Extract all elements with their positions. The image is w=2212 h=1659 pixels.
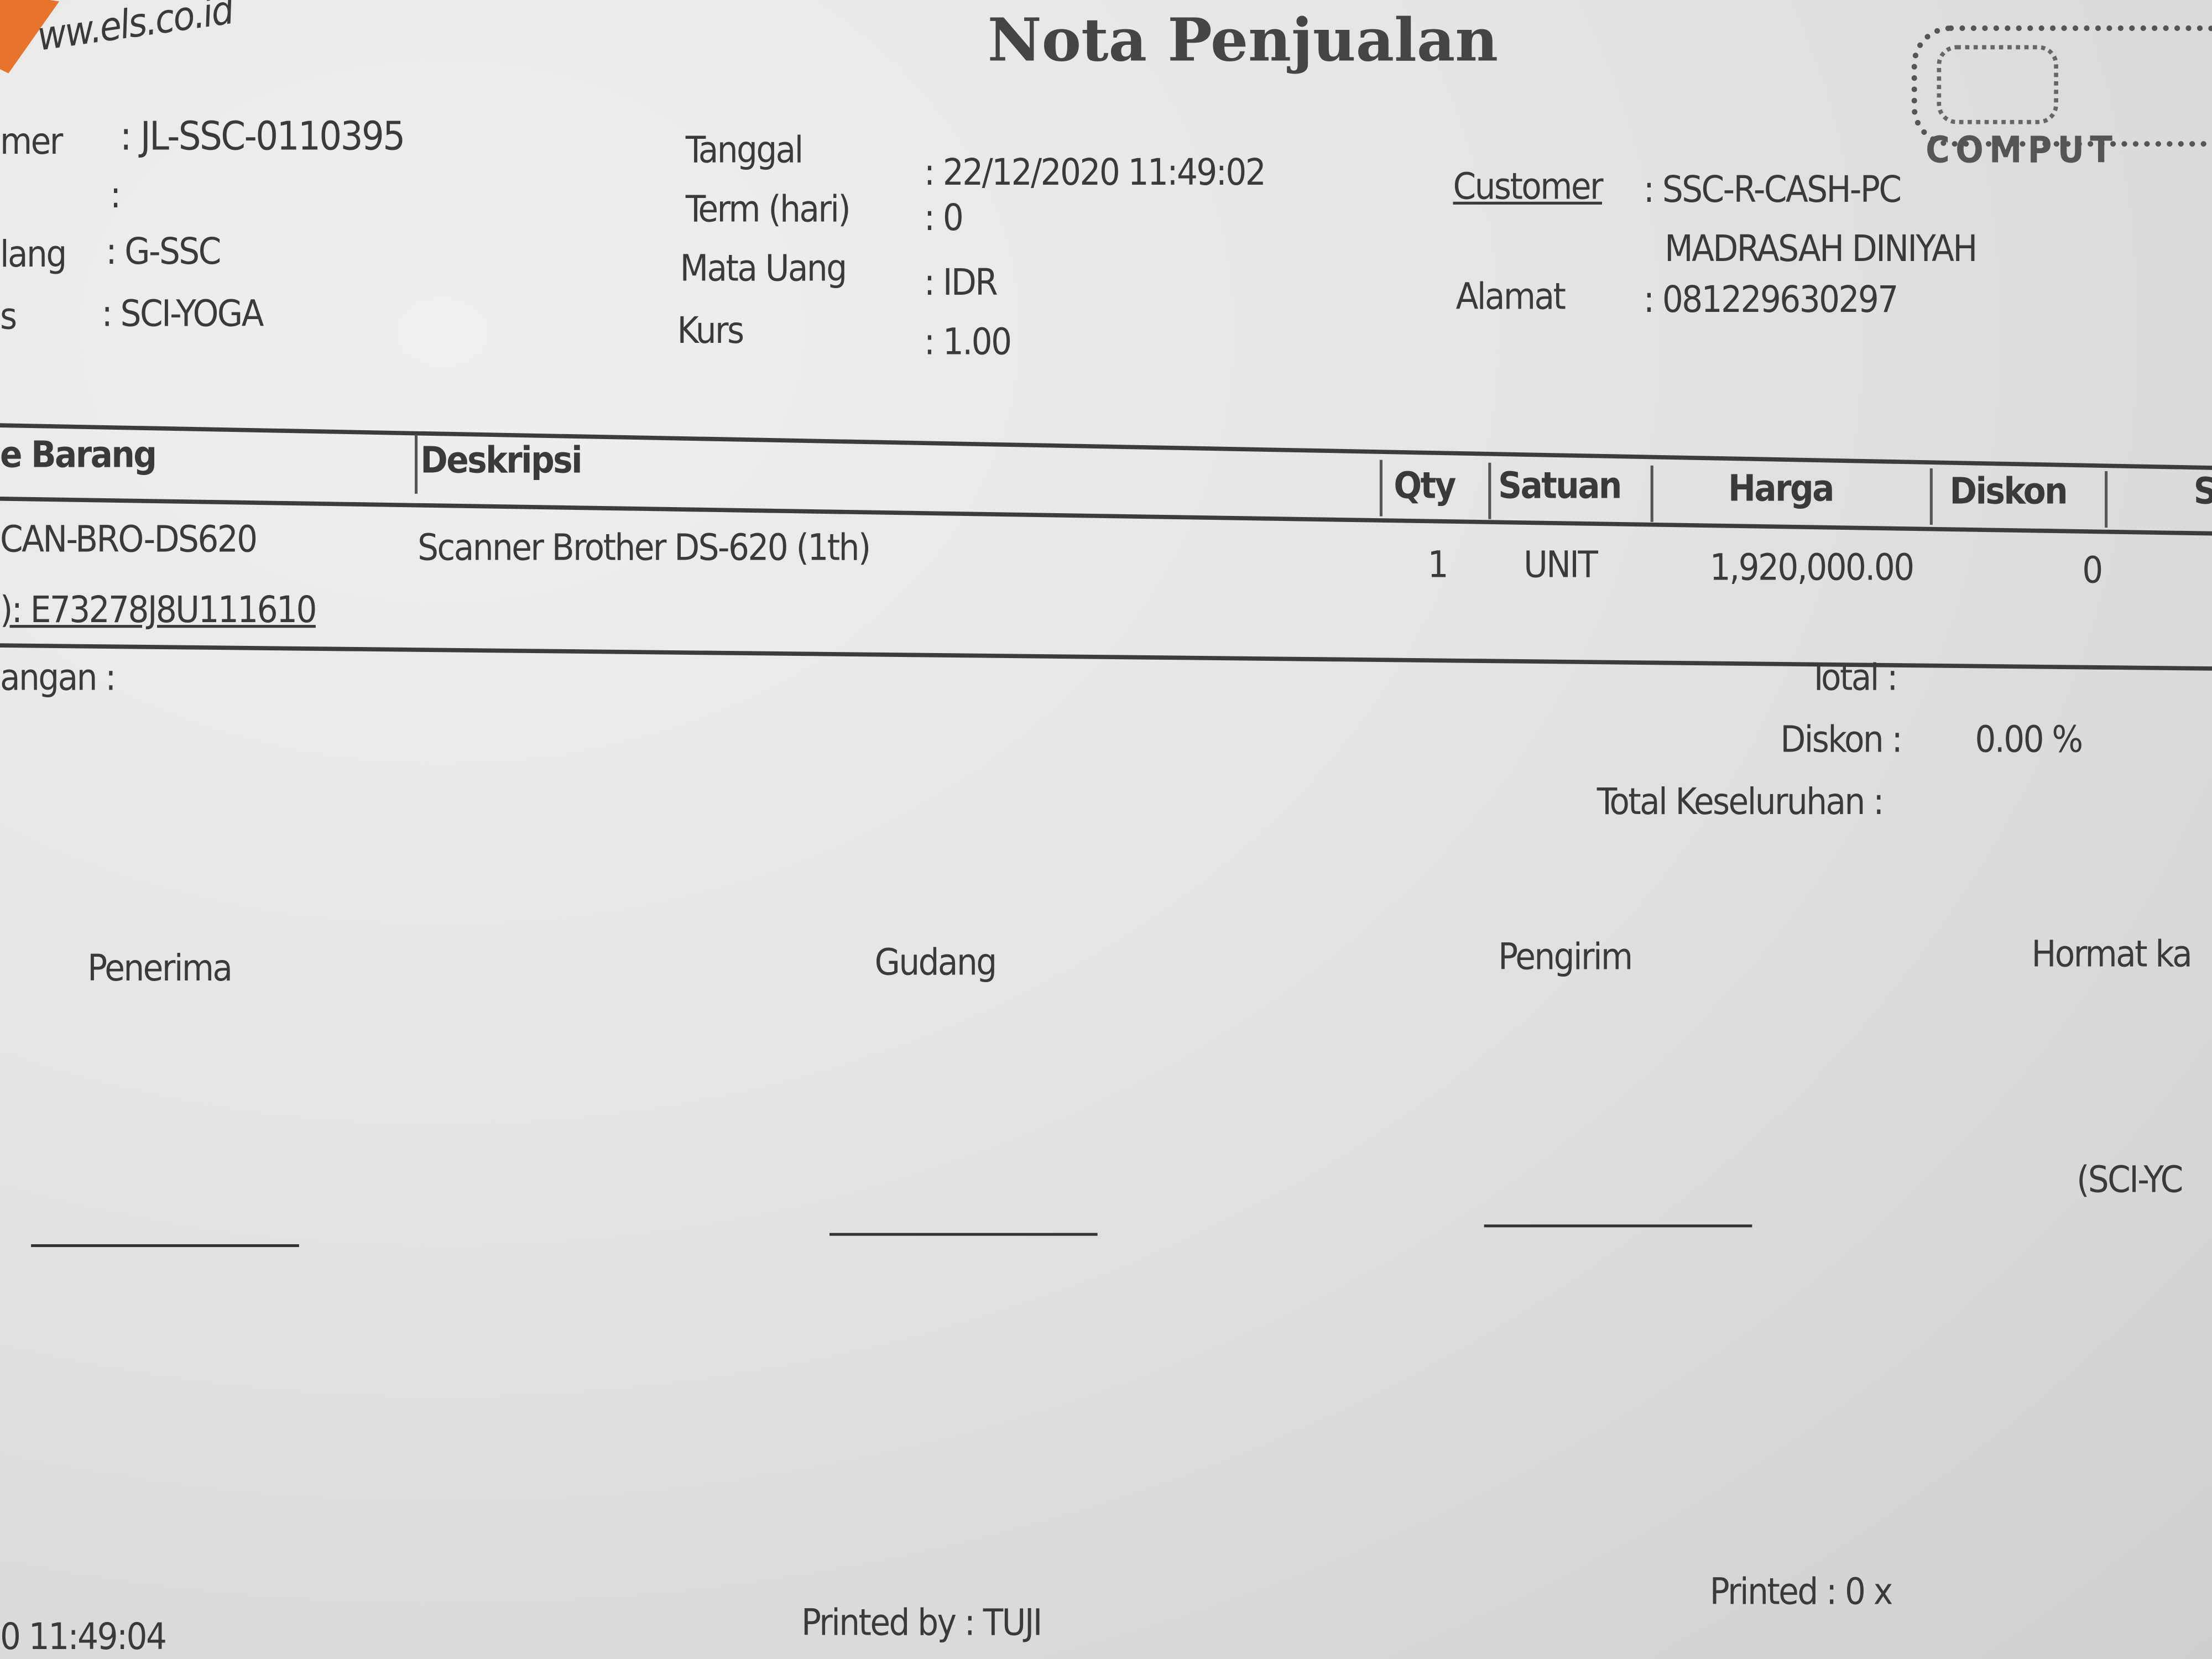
column-divider xyxy=(414,434,418,494)
hormat-name: (SCI-YC xyxy=(2077,1159,2183,1202)
left-value-1: : xyxy=(109,175,121,217)
col-harga: Harga xyxy=(1728,468,1834,511)
company-logo-text: COMPUT xyxy=(1926,129,2119,173)
left-label-0: mer xyxy=(0,121,63,164)
cell-deskripsi: Scanner Brother DS-620 (1th) xyxy=(418,528,871,570)
kurs-value: : 1.00 xyxy=(924,321,1012,364)
col-deskripsi: Deskripsi xyxy=(420,440,582,483)
warehouse-value: : G-SSC xyxy=(106,231,221,274)
alamat-label: Alamat xyxy=(1455,276,1566,319)
col-qty: Qty xyxy=(1394,465,1456,508)
term-value: : 0 xyxy=(924,197,964,240)
gudang-signature-line xyxy=(829,1199,1098,1236)
column-divider xyxy=(1379,460,1383,517)
pengirim-signature-line xyxy=(1484,1191,1752,1228)
col-kode-barang: e Barang xyxy=(0,434,157,477)
document-title: Nota Penjualan xyxy=(987,6,1499,75)
alamat-value: : 081229630297 xyxy=(1643,279,1898,322)
mata-uang-value: : IDR xyxy=(924,262,998,305)
gudang-label: Gudang xyxy=(874,942,997,985)
column-divider xyxy=(1650,465,1653,522)
column-divider xyxy=(1929,468,1933,525)
penerima-signature-line xyxy=(31,1211,299,1248)
table-top-border xyxy=(0,423,2212,471)
column-divider xyxy=(2105,471,2108,528)
grand-total-label: Total Keseluruhan : xyxy=(1597,781,1885,824)
diskon-label: Diskon : xyxy=(1780,719,1902,762)
left-label-3: s xyxy=(0,296,17,339)
kurs-label: Kurs xyxy=(677,310,744,353)
cell-harga: 1,920,000.00 xyxy=(1709,547,1914,590)
cell-kode: CAN-BRO-DS620 xyxy=(0,519,258,562)
tanggal-value: : 22/12/2020 11:49:02 xyxy=(924,152,1266,195)
diskon-value: 0.00 % xyxy=(1975,719,2083,762)
customer-label: Customer xyxy=(1453,166,1604,209)
keterangan-label: angan : xyxy=(0,657,116,700)
customer-value: : SSC-R-CASH-PC xyxy=(1643,169,1902,212)
left-label-2: lang xyxy=(0,234,67,276)
printed-count: Printed : 0 x xyxy=(1709,1571,1893,1614)
mata-uang-label: Mata Uang xyxy=(680,248,848,291)
print-time: 0 11:49:04 xyxy=(0,1616,167,1659)
col-subtotal: S xyxy=(2194,471,2212,514)
printed-by: Printed by : TUJI xyxy=(801,1602,1042,1645)
cell-satuan: UNIT xyxy=(1524,544,1598,587)
total-label: Total : xyxy=(1808,657,1898,700)
serial-number: ): E73278J8U111610 xyxy=(0,589,317,632)
hormat-label: Hormat ka xyxy=(2031,933,2192,977)
company-logo xyxy=(1911,25,2212,147)
website-text: ww.els.co.id xyxy=(34,0,236,60)
column-divider xyxy=(1488,462,1491,519)
pengirim-label: Pengirim xyxy=(1498,936,1633,979)
cell-qty: 1 xyxy=(1427,544,1449,587)
col-satuan: Satuan xyxy=(1498,465,1622,508)
tanggal-label: Tanggal xyxy=(685,129,804,173)
term-label: Term (hari) xyxy=(685,189,851,232)
table-header-border xyxy=(0,496,2212,536)
invoice-number: : JL-SSC-0110395 xyxy=(119,113,405,160)
col-diskon: Diskon xyxy=(1949,471,2068,514)
customer-name: MADRASAH DINIYAH xyxy=(1665,228,1978,271)
cell-diskon: 0 xyxy=(2082,550,2103,593)
penerima-label: Penerima xyxy=(87,948,233,990)
sales-value: : SCI-YOGA xyxy=(101,293,264,336)
